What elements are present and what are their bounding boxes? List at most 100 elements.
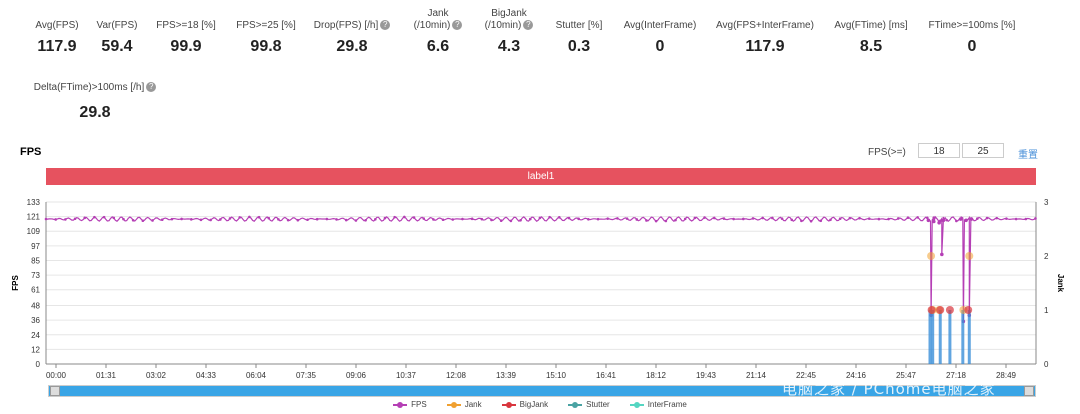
fps-point [958, 217, 963, 221]
legend-dot-icon [633, 401, 640, 408]
y-tick-label: 61 [31, 286, 40, 295]
fps-point [189, 218, 193, 221]
x-tick-label: 18:12 [646, 371, 667, 380]
fps-point [112, 216, 116, 220]
fps-point [199, 218, 203, 222]
reset-button[interactable]: 重置 [1018, 150, 1038, 161]
fps-point [976, 217, 979, 220]
y2-tick-label: 2 [1044, 252, 1049, 261]
fps-threshold-input-1[interactable]: 18 [918, 143, 960, 158]
metric-value: 4.3 [497, 38, 521, 55]
metric-value: 99.9 [170, 38, 202, 55]
fps-point [848, 216, 852, 220]
y-tick-label: 121 [27, 213, 41, 222]
fps-point [1005, 217, 1008, 220]
metric-label-text: FPS>=25 [%] [236, 20, 296, 31]
fps-point [73, 217, 77, 221]
x-tick-label: 28:49 [996, 371, 1017, 380]
fps-point [877, 217, 881, 221]
metric: Jank (/10min)? 6.6 [368, 8, 508, 56]
x-tick-label: 04:33 [196, 371, 217, 380]
legend-item[interactable]: BigJank [501, 400, 548, 409]
legend-swatch-icon [446, 401, 461, 408]
y-tick-label: 109 [27, 227, 41, 236]
x-tick-label: 07:35 [296, 371, 317, 380]
stutter-bar [931, 310, 935, 364]
fps-point [906, 216, 910, 220]
fps-point [664, 219, 668, 223]
metric-value: 117.9 [37, 38, 77, 55]
fps-point [412, 216, 416, 219]
fps-point [248, 215, 251, 219]
fps-point [509, 219, 513, 223]
legend-item[interactable]: Stutter [568, 400, 610, 409]
x-tick-label: 03:02 [146, 371, 167, 380]
fps-point [703, 216, 706, 219]
fps-point [277, 218, 280, 221]
metric-value: 6.6 [426, 38, 450, 55]
fps-point [937, 220, 941, 225]
fps-point [131, 218, 135, 222]
y-tick-label: 36 [31, 316, 40, 325]
scrollbar-right-handle[interactable] [1024, 386, 1034, 396]
x-tick-label: 12:08 [446, 371, 467, 380]
legend-label: FPS [411, 400, 427, 409]
x-tick-label: 10:37 [396, 371, 417, 380]
scrollbar-left-handle[interactable] [50, 386, 60, 396]
fps-point [761, 216, 764, 220]
fps-point [306, 218, 309, 222]
metric-label: FTime>=100ms [%] [902, 20, 1042, 32]
fps-threshold-input-2[interactable]: 25 [962, 143, 1004, 158]
x-tick-label: 19:43 [696, 371, 717, 380]
fps-point [499, 219, 503, 223]
fps-point [422, 217, 426, 220]
x-tick-label: 09:06 [346, 371, 367, 380]
fps-point [102, 215, 106, 219]
legend-swatch-icon [501, 401, 516, 408]
help-icon[interactable]: ? [452, 20, 463, 31]
fps-point [219, 218, 222, 221]
chart-title: FPS [20, 146, 42, 158]
help-icon[interactable]: ? [146, 82, 157, 93]
legend-item[interactable]: FPS [393, 400, 427, 409]
fps-threshold-label: FPS(>=) [868, 147, 906, 158]
fps-point [461, 217, 464, 221]
fps-point [945, 218, 948, 222]
fps-point [577, 217, 580, 221]
legend-item[interactable]: Jank [446, 400, 482, 409]
help-icon[interactable]: ? [380, 20, 391, 31]
bigjank-marker [945, 306, 954, 314]
fps-point [819, 219, 823, 223]
fps-point [519, 218, 522, 222]
label-bar: label1 [46, 168, 1036, 185]
fps-point [548, 215, 551, 219]
legend-dot-icon [572, 401, 579, 408]
fps-point [296, 218, 300, 222]
fps-point [964, 218, 968, 223]
fps-point [441, 218, 445, 222]
y2-tick-label: 1 [1044, 306, 1049, 315]
y-tick-label: 73 [31, 271, 40, 280]
chart-legend: FPS Jank BigJank Stutter InterFrame [0, 400, 1080, 409]
metric: Delta(FTime)>100ms [/h]? 29.8 [0, 82, 195, 122]
metric: Avg(FPS) 117.9 [0, 20, 127, 56]
help-icon[interactable]: ? [523, 20, 534, 31]
metric: Avg(FPS+InterFrame) 117.9 [695, 20, 835, 56]
chart-scrollbar[interactable] [48, 385, 1036, 397]
metric-value: 0 [967, 38, 977, 55]
fps-point [364, 218, 367, 222]
metric: FPS>=25 [%] 99.8 [196, 20, 336, 56]
fps-point [238, 216, 241, 219]
y-tick-label: 48 [31, 302, 40, 311]
fps-point [1014, 217, 1018, 221]
fps-point [587, 217, 590, 221]
fps-point [315, 217, 319, 221]
x-tick-label: 01:31 [96, 371, 117, 380]
legend-item[interactable]: InterFrame [629, 400, 687, 409]
fps-point [335, 218, 338, 221]
fps-point [941, 218, 946, 223]
metric-label: FPS>=25 [%] [196, 20, 336, 32]
metric-label-text: Avg(FPS+InterFrame) [716, 20, 814, 31]
fps-point [635, 218, 639, 221]
fps-point [616, 217, 619, 220]
